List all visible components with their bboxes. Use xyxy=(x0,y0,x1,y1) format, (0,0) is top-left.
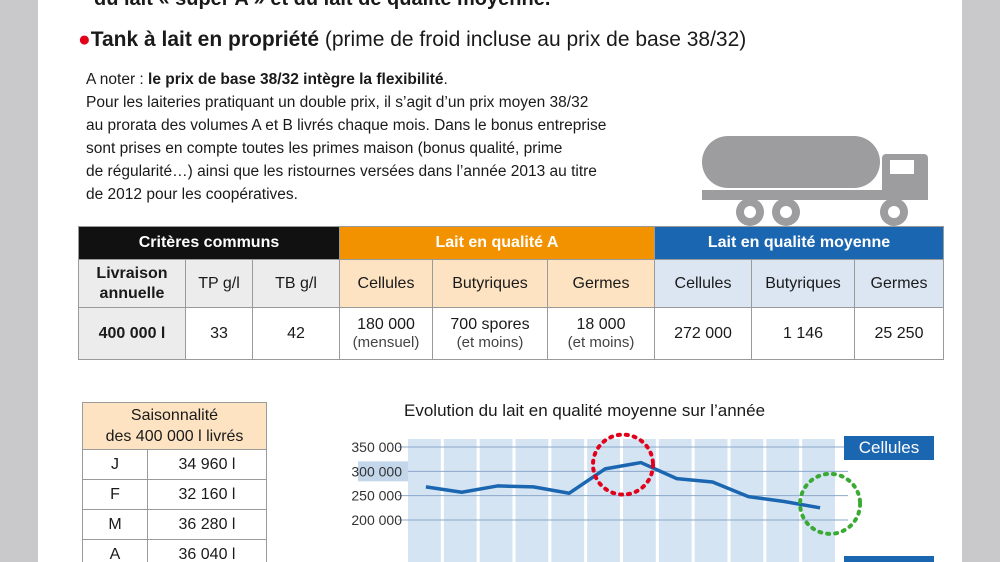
header-m-butyriques: Butyriques xyxy=(751,259,855,308)
note-line-1: Pour les laiteries pratiquant un double … xyxy=(86,94,589,111)
bullet-dot-icon: ● xyxy=(78,28,91,51)
header-tp: TP g/l xyxy=(185,259,253,308)
chart-title: Evolution du lait en qualité moyenne sur… xyxy=(404,401,766,420)
group-communs: Critères communs xyxy=(78,226,340,260)
criteria-table: Critères communs Lait en qualité A Lait … xyxy=(78,226,944,360)
cell-livraison: 400 000 l xyxy=(78,307,186,360)
y-tick-label: 250 000 xyxy=(351,488,402,504)
month-band xyxy=(802,439,835,562)
section-title-rest: (prime de froid incluse au prix de base … xyxy=(319,28,747,51)
month-band xyxy=(551,439,585,562)
cell-tp: 33 xyxy=(185,307,253,360)
note-line-4: de régularité…) ainsi que les ristournes… xyxy=(86,163,597,180)
legend-cellules: Cellules xyxy=(844,436,934,460)
header-tb: TB g/l xyxy=(252,259,340,308)
table-row: A 36 040 l xyxy=(82,539,267,562)
note-line-5: de 2012 pour les coopératives. xyxy=(86,186,298,203)
note-prefix: A noter : xyxy=(86,71,149,88)
group-qualite-moyenne: Lait en qualité moyenne xyxy=(654,226,944,260)
note-bold-end: . xyxy=(443,71,448,88)
group-qualite-a: Lait en qualité A xyxy=(339,226,655,260)
cell-a-cellules: 180 000 (mensuel) xyxy=(339,307,433,360)
month-band xyxy=(479,439,513,562)
table-row: F 32 160 l xyxy=(82,479,267,510)
section-title-bold: Tank à lait en propriété xyxy=(90,28,320,51)
month-band xyxy=(730,439,764,562)
line-chart: 350 000 300 000 250 000 200 000 xyxy=(351,432,863,562)
cell-tb: 42 xyxy=(252,307,340,360)
note-line-2: au prorata des volumes A et B livrés cha… xyxy=(86,117,607,134)
y-tick-label: 350 000 xyxy=(351,439,402,455)
month-band xyxy=(408,439,441,562)
note-bold: le prix de base 38/32 intègre la flexibi… xyxy=(148,71,444,88)
series-line-cellules xyxy=(425,460,821,510)
section-title: ●Tank à lait en propriété (prime de froi… xyxy=(78,28,746,52)
header-a-germes: Germes xyxy=(547,259,655,308)
min-highlight-circle xyxy=(798,471,863,536)
header-livraison: Livraison annuelle xyxy=(78,259,186,308)
note-line-3: sont prises en compte toutes les primes … xyxy=(86,140,563,157)
document-page: du lait « super A » et du lait de qualit… xyxy=(38,0,962,562)
clipped-heading: du lait « super A » et du lait de qualit… xyxy=(94,0,550,11)
month-band xyxy=(694,439,728,562)
note-paragraph: A noter : le prix de base 38/32 intègre … xyxy=(86,68,686,206)
month-band xyxy=(515,439,549,562)
legend-next xyxy=(844,556,934,562)
month-band xyxy=(658,439,692,562)
max-highlight-circle xyxy=(591,432,655,497)
cell-a-butyriques: 700 spores (et moins) xyxy=(432,307,548,360)
seasonality-table: Saisonnalité des 400 000 l livrés J 34 960… xyxy=(82,402,267,562)
seasonality-title: Saisonnalité des 400 000 l livrés xyxy=(82,402,267,450)
tick-highlight xyxy=(358,461,408,482)
header-a-butyriques: Butyriques xyxy=(432,259,548,308)
month-band xyxy=(587,439,620,562)
header-a-cellules: Cellules xyxy=(339,259,433,308)
table-row: J 34 960 l xyxy=(82,449,267,480)
table-row: M 36 280 l xyxy=(82,509,267,540)
cell-m-germes: 25 250 xyxy=(854,307,944,360)
cell-m-cellules: 272 000 xyxy=(654,307,752,360)
y-tick-label: 300 000 xyxy=(351,463,402,479)
header-m-germes: Germes xyxy=(854,259,944,308)
header-m-cellules: Cellules xyxy=(654,259,752,308)
cell-a-germes: 18 000 (et moins) xyxy=(547,307,655,360)
milk-truck-icon xyxy=(702,136,928,226)
y-tick-label: 200 000 xyxy=(351,512,402,528)
month-band xyxy=(623,439,656,562)
cell-m-butyriques: 1 146 xyxy=(751,307,855,360)
month-band xyxy=(443,439,477,562)
